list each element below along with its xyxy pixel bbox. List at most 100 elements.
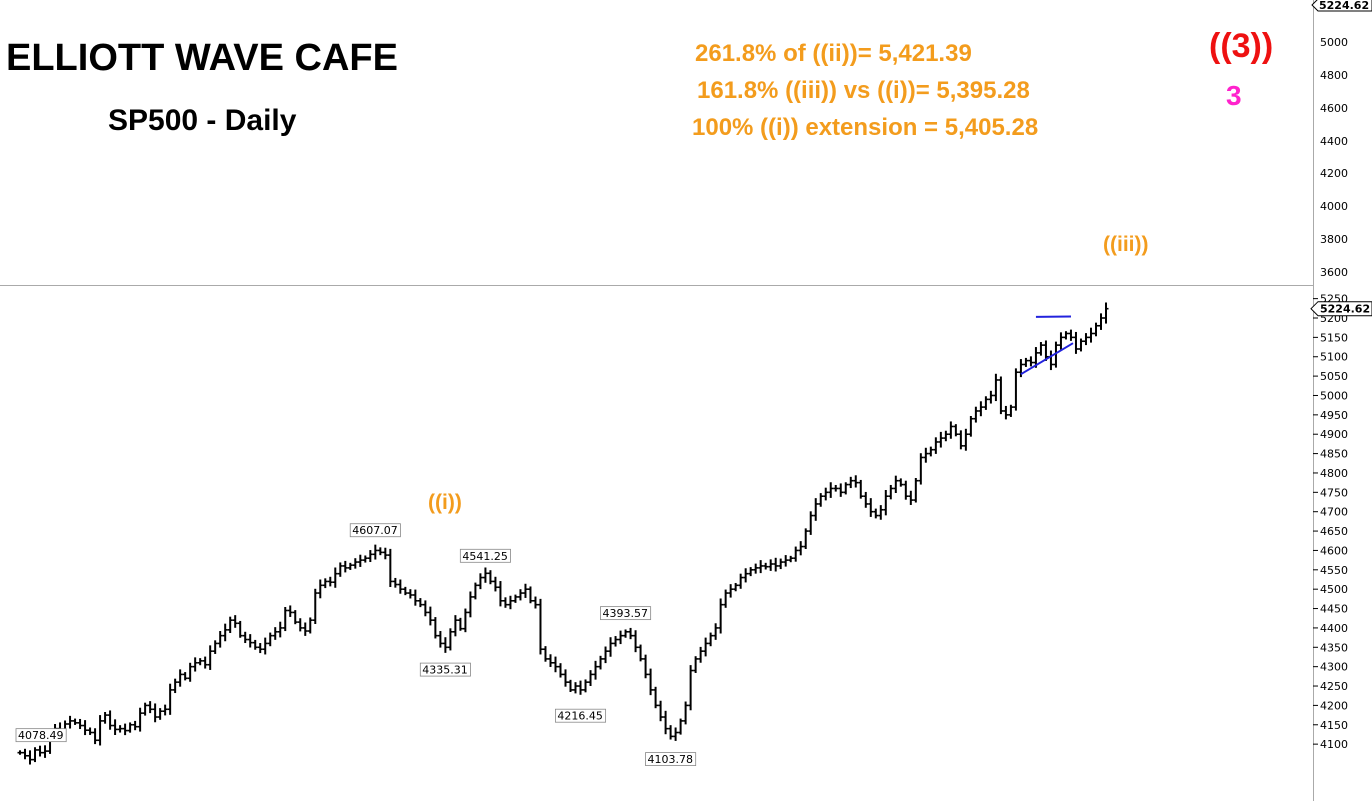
price-bar xyxy=(107,710,113,730)
price-bar xyxy=(1003,405,1009,420)
pivot-label: 4335.31 xyxy=(419,662,471,677)
price-bar xyxy=(598,655,604,670)
price-bar xyxy=(733,582,739,592)
price-bar xyxy=(162,704,168,716)
price-bar xyxy=(588,670,594,686)
price-bar xyxy=(287,605,293,617)
price-bar xyxy=(688,665,694,711)
upper-axis: 5000 4800 4600 4400 4200 4000 3800 3600 … xyxy=(1311,0,1372,279)
degree-label-3-circle: ((3)) xyxy=(1209,27,1273,65)
price-bar xyxy=(307,617,313,634)
price-bar xyxy=(532,596,538,609)
price-bar xyxy=(608,637,614,657)
price-bar xyxy=(828,482,834,498)
y-tick-label: 4650 xyxy=(1320,525,1348,538)
price-bar xyxy=(933,437,939,454)
price-bar xyxy=(1038,342,1044,356)
price-bar xyxy=(923,447,929,463)
price-bar xyxy=(127,722,133,733)
fib-line-1: 261.8% of ((ii))= 5,421.39 xyxy=(695,40,972,67)
price-bar xyxy=(808,511,814,535)
price-bar xyxy=(372,544,378,560)
price-bar xyxy=(818,493,824,507)
price-bar xyxy=(337,562,343,577)
price-bar xyxy=(152,703,158,723)
upper-price-flag xyxy=(1311,0,1372,12)
svg-text:4103.78: 4103.78 xyxy=(647,753,693,766)
price-bar xyxy=(1023,357,1029,367)
price-bar xyxy=(1043,340,1049,361)
price-bar xyxy=(593,660,599,680)
price-bar xyxy=(402,586,408,596)
price-bar xyxy=(783,555,789,567)
price-bar xyxy=(793,546,799,562)
price-bar xyxy=(778,558,784,570)
price-bar xyxy=(953,424,959,437)
svg-text:4078.49: 4078.49 xyxy=(18,729,64,742)
fib-line-2: 161.8% ((iii)) vs ((i))= 5,395.28 xyxy=(697,77,1030,104)
price-bar xyxy=(82,720,88,736)
price-bar xyxy=(422,600,428,617)
price-bar xyxy=(603,646,609,664)
price-bar xyxy=(993,373,999,402)
price-bar xyxy=(1103,302,1109,324)
price-bar xyxy=(938,431,944,448)
pivot-labels: 4078.49 4607.07 4335.31 4541.25 4216.45 4393.… xyxy=(15,523,697,766)
price-bar xyxy=(633,630,639,653)
price-bar xyxy=(362,555,368,563)
price-bar xyxy=(1028,356,1034,367)
price-bar xyxy=(998,376,1004,415)
price-bar xyxy=(142,702,148,716)
price-bar xyxy=(442,637,448,653)
upper-tick: 4200 xyxy=(1320,167,1348,180)
price-bar xyxy=(903,480,909,500)
y-tick-label: 4200 xyxy=(1320,699,1348,712)
pivot-label: 4078.49 xyxy=(15,728,67,742)
price-bar xyxy=(437,631,443,648)
last-price-flag xyxy=(1310,301,1372,317)
price-bar xyxy=(187,662,193,682)
price-bar xyxy=(452,615,458,637)
price-bar xyxy=(1093,322,1099,337)
price-bar xyxy=(182,672,188,681)
price-bar xyxy=(517,589,523,601)
price-bar xyxy=(678,718,684,735)
upper-tick: 4600 xyxy=(1320,102,1348,115)
price-bar xyxy=(863,491,869,508)
price-bar xyxy=(1008,404,1014,417)
price-bar xyxy=(317,579,323,599)
price-bar xyxy=(583,679,589,693)
price-bar xyxy=(798,541,804,556)
price-bar xyxy=(377,547,383,556)
price-bar xyxy=(467,591,473,618)
price-bar xyxy=(748,567,754,577)
upper-tick: 3600 xyxy=(1320,266,1348,279)
upper-price-flag-label: 5224.62 xyxy=(1319,0,1369,12)
triangle-lines xyxy=(1020,315,1074,376)
price-bar xyxy=(397,579,403,594)
price-bar xyxy=(387,548,393,588)
price-bar xyxy=(1053,341,1059,368)
price-bar xyxy=(1063,331,1069,340)
price-bar xyxy=(222,623,228,642)
price-bar xyxy=(457,617,463,631)
price-bar xyxy=(252,639,258,650)
price-bar xyxy=(978,401,984,417)
pivot-label: 4103.78 xyxy=(645,752,697,766)
price-bar xyxy=(1078,338,1084,352)
y-tick-label: 4150 xyxy=(1320,719,1348,732)
price-bar xyxy=(708,632,714,647)
upper-tick: 4800 xyxy=(1320,69,1348,82)
price-bar xyxy=(893,475,899,493)
price-bar xyxy=(918,453,924,485)
y-tick-label: 5050 xyxy=(1320,370,1348,383)
price-bar xyxy=(568,679,574,692)
price-bar xyxy=(122,723,128,736)
price-bar xyxy=(167,683,173,715)
price-bar xyxy=(813,498,819,521)
price-bar xyxy=(272,627,278,640)
degree-label-3: 3 xyxy=(1226,80,1242,111)
price-bar xyxy=(177,669,183,687)
upper-tick: 4000 xyxy=(1320,200,1348,213)
